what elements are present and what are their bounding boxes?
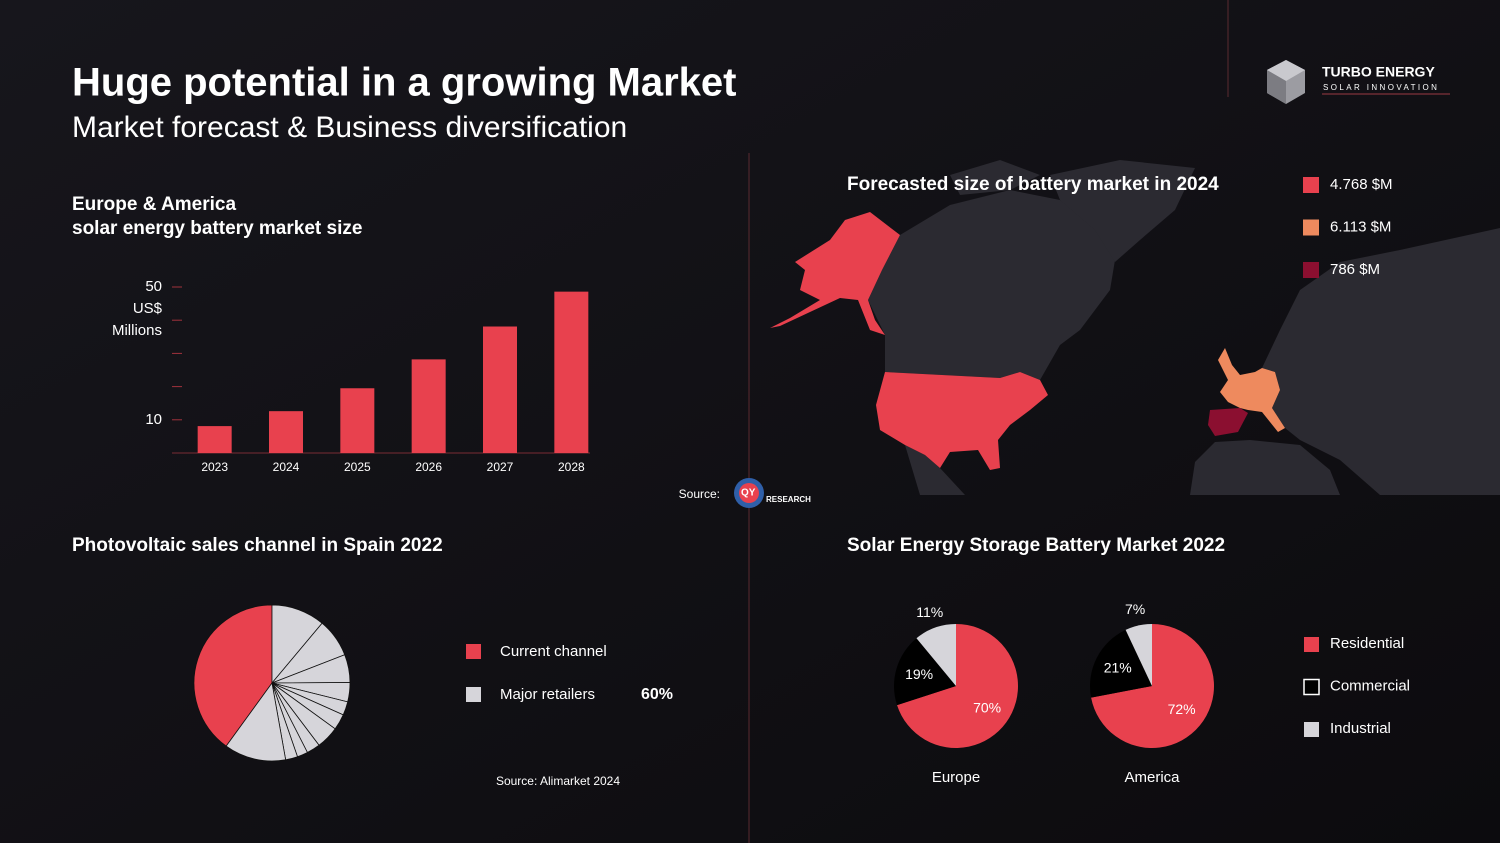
source-logo-text: QY (741, 488, 756, 499)
bar (554, 291, 589, 453)
chart-subtitle: solar energy battery market size (72, 218, 362, 239)
data-label: 72% (1168, 701, 1196, 717)
legend-label: Major retailers (500, 686, 595, 703)
pie-slice (1125, 624, 1152, 686)
bar (197, 426, 232, 453)
pie-slice (1090, 629, 1152, 698)
legend-label: 786 $M (1330, 261, 1380, 278)
logo-tagline: SOLAR INNOVATION (1323, 83, 1439, 92)
pie-slice (897, 624, 1018, 748)
bar (411, 359, 446, 453)
legend-label: Industrial (1330, 720, 1391, 737)
y-tick-label: 10 (145, 411, 162, 428)
data-label: 70% (973, 699, 1001, 715)
y-axis-label: Millions (112, 322, 162, 339)
x-tick-label: 2023 (201, 460, 228, 474)
x-tick-label: 2024 (273, 460, 300, 474)
pie-slice (1091, 624, 1214, 749)
legend-label: 4.768 $M (1330, 176, 1393, 193)
legend-swatch (1304, 637, 1319, 652)
legend-swatch (466, 687, 481, 702)
source: Source: QY RESEARCH (679, 478, 811, 508)
pie-slice (225, 682, 287, 762)
chart-title: Photovoltaic sales channel in Spain 2022 (72, 535, 443, 556)
legend-swatch (1303, 219, 1319, 236)
source-note: Source: Alimarket 2024 (496, 774, 620, 788)
legend-label: Residential (1330, 635, 1404, 652)
bar (340, 388, 375, 453)
data-label: 11% (916, 604, 943, 620)
x-tick-label: 2026 (415, 460, 442, 474)
chart-title: Forecasted size of battery market in 202… (847, 174, 1219, 195)
pie-slice (193, 604, 273, 747)
legend-swatch (1303, 262, 1319, 278)
data-label: 7% (1125, 601, 1145, 617)
legend-swatch (1303, 678, 1320, 696)
chart-title: Europe & America (72, 194, 236, 215)
y-axis-label: US$ (133, 300, 163, 317)
pie-slice (916, 624, 956, 686)
data-label: 19% (905, 666, 933, 682)
legend-label: Commercial (1330, 677, 1410, 694)
chart-title: Solar Energy Storage Battery Market 2022 (847, 535, 1225, 556)
x-tick-label: 2027 (487, 460, 514, 474)
source-logo-text: RESEARCH (766, 495, 811, 504)
legend-swatch (1303, 177, 1319, 193)
legend-value: 60% (641, 686, 673, 703)
map-region (1208, 408, 1248, 436)
bar (483, 326, 517, 453)
pie-slice (894, 638, 956, 706)
legend-swatch (1304, 722, 1319, 737)
legend-label: 6.113 $M (1330, 218, 1391, 235)
map-region (1218, 348, 1285, 432)
y-tick-label: 50 (145, 278, 162, 295)
logo: TURBO ENERGY SOLAR INNOVATION (1267, 60, 1450, 104)
bar (269, 411, 303, 453)
legend-label: Current channel (500, 643, 607, 660)
map-region (876, 372, 1048, 470)
logo-name: TURBO ENERGY (1322, 64, 1435, 80)
subtitle: Market forecast & Business diversificati… (72, 111, 627, 144)
map-land (868, 160, 1500, 495)
pie-name: Europe (932, 769, 980, 786)
x-tick-label: 2025 (344, 460, 371, 474)
pie-name: America (1124, 769, 1180, 786)
map-region (770, 212, 900, 335)
source-label: Source: (679, 487, 720, 501)
title: Huge potential in a growing Market (72, 61, 737, 105)
x-tick-label: 2028 (558, 460, 585, 474)
source-logo (739, 483, 759, 503)
data-label: 21% (1104, 659, 1132, 675)
legend-swatch (466, 644, 481, 659)
